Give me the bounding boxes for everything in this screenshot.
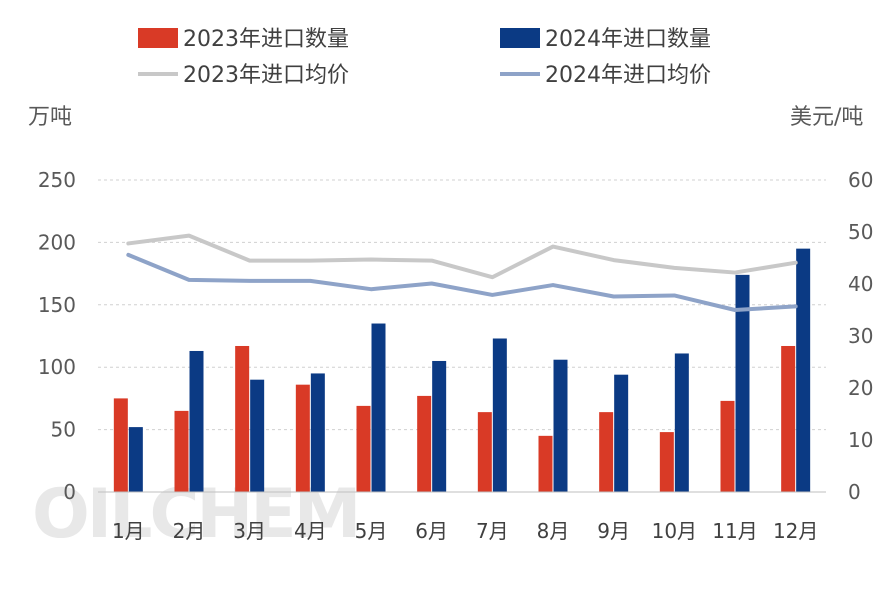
x-tick-label: 10月 — [652, 519, 697, 543]
bar-2024 — [796, 248, 811, 492]
bar-2024 — [735, 274, 750, 492]
bar-2023 — [720, 400, 735, 492]
bars-layer — [113, 248, 811, 492]
legend-label-bar-2023: 2023年进口数量 — [183, 27, 349, 52]
bar-2024 — [189, 350, 204, 492]
y-right-tick-label: 50 — [848, 220, 873, 244]
x-tick-label: 12月 — [773, 519, 818, 543]
legend-label-bar-2024: 2024年进口数量 — [545, 27, 711, 52]
bar-2023 — [781, 345, 796, 492]
legend-label-line-2024: 2024年进口均价 — [545, 63, 711, 88]
legend-label-line-2023: 2023年进口均价 — [183, 63, 349, 88]
bar-2024 — [674, 353, 689, 492]
y-left-tick-label: 200 — [38, 230, 76, 254]
y-right-tick-label: 40 — [848, 272, 873, 296]
x-tick-label: 6月 — [415, 519, 448, 543]
line-2023 — [126, 233, 798, 280]
lines-layer — [126, 233, 798, 312]
x-tick-label: 9月 — [597, 519, 630, 543]
x-tick-label: 1月 — [112, 519, 145, 543]
bar-2023 — [113, 398, 128, 492]
bar-2023 — [417, 395, 432, 492]
y-right-tick-label: 10 — [848, 428, 873, 452]
y-right-tick-label: 30 — [848, 324, 873, 348]
y-left-tick-label: 50 — [51, 418, 76, 442]
bar-2023 — [174, 410, 189, 492]
x-ticks: 1月 2月 3月 4月 5月 6月 7月 8月 9月 10月 11月 12月 — [112, 519, 818, 543]
x-tick-label: 5月 — [355, 519, 388, 543]
bar-2024 — [310, 373, 325, 492]
y-left-title: 万吨 — [28, 105, 72, 130]
bar-2024 — [250, 379, 265, 492]
x-tick-label: 2月 — [173, 519, 206, 543]
bar-2023 — [538, 435, 553, 492]
bar-2023 — [356, 405, 371, 492]
bar-2024 — [553, 359, 568, 492]
x-tick-label: 4月 — [294, 519, 327, 543]
bar-2023 — [599, 412, 614, 492]
y-right-tick-label: 60 — [848, 168, 873, 192]
bar-2023 — [235, 345, 250, 492]
left-ticks: 0 50 100 150 200 250 — [38, 168, 76, 504]
bar-2024 — [128, 427, 143, 492]
right-ticks: 0 10 20 30 40 50 60 — [848, 168, 873, 504]
y-right-title: 美元/吨 — [790, 105, 863, 130]
legend: 2023年进口数量 2024年进口数量 2023年进口均价 2024年进口均价 — [138, 27, 711, 88]
y-left-tick-label: 100 — [38, 355, 76, 379]
legend-swatch-bar-2024 — [500, 28, 540, 48]
x-tick-label: 3月 — [233, 519, 266, 543]
bar-2023 — [295, 384, 310, 492]
bar-2024 — [492, 338, 507, 492]
bar-2024 — [614, 374, 629, 492]
y-left-tick-label: 0 — [63, 480, 76, 504]
x-tick-label: 8月 — [537, 519, 570, 543]
y-left-tick-label: 250 — [38, 168, 76, 192]
x-tick-label: 7月 — [476, 519, 509, 543]
bar-2024 — [371, 323, 386, 492]
bar-2023 — [477, 412, 492, 492]
y-right-tick-label: 0 — [848, 480, 861, 504]
legend-swatch-bar-2023 — [138, 28, 178, 48]
line-2024 — [126, 252, 798, 312]
y-left-tick-label: 150 — [38, 293, 76, 317]
x-tick-label: 11月 — [712, 519, 757, 543]
bar-2024 — [432, 360, 447, 492]
grid-layer — [98, 179, 826, 431]
bar-2023 — [659, 432, 674, 492]
y-right-tick-label: 20 — [848, 376, 873, 400]
